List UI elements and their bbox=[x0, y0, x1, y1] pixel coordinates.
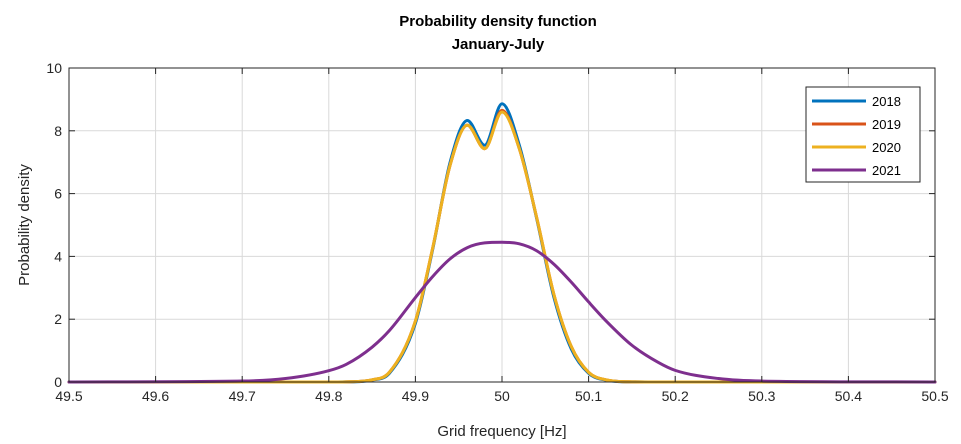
legend-box bbox=[805, 86, 921, 183]
x-tick-label: 50.2 bbox=[662, 388, 689, 404]
x-tick-label: 50 bbox=[494, 388, 510, 404]
y-tick-labels: 0 2 4 6 8 10 bbox=[46, 60, 62, 390]
y-axis-label: Probability density bbox=[16, 164, 33, 286]
axis-ticks bbox=[68, 67, 936, 383]
x-axis-label: Grid frequency [Hz] bbox=[437, 423, 566, 440]
x-tick-label: 50.1 bbox=[575, 388, 602, 404]
y-tick-label: 4 bbox=[54, 248, 62, 264]
x-tick-label: 49.7 bbox=[229, 388, 256, 404]
x-tick-label: 49.5 bbox=[55, 388, 82, 404]
legend: 2018 2019 2020 2021 bbox=[805, 86, 921, 183]
series-line-2021 bbox=[67, 240, 937, 384]
y-tick-label: 6 bbox=[54, 186, 62, 202]
legend-label: 2019 bbox=[872, 117, 901, 132]
y-tick-label: 2 bbox=[54, 311, 62, 327]
x-tick-label: 49.9 bbox=[402, 388, 429, 404]
x-tick-label: 50.3 bbox=[748, 388, 775, 404]
x-tick-label: 50.5 bbox=[921, 388, 948, 404]
y-tick-label: 0 bbox=[54, 374, 62, 390]
y-tick-label: 10 bbox=[46, 60, 62, 76]
chart-subtitle: January-July bbox=[452, 36, 545, 53]
x-tick-label: 50.4 bbox=[835, 388, 862, 404]
legend-label: 2021 bbox=[872, 163, 901, 178]
y-tick-label: 8 bbox=[54, 123, 62, 139]
chart-title: Probability density function bbox=[399, 13, 597, 30]
x-tick-labels: 49.5 49.6 49.7 49.8 49.9 50 50.1 50.2 50.3 50.4 50… bbox=[55, 388, 948, 404]
x-tick-label: 49.6 bbox=[142, 388, 169, 404]
x-tick-label: 49.8 bbox=[315, 388, 342, 404]
legend-label: 2018 bbox=[872, 94, 901, 109]
legend-label: 2020 bbox=[872, 140, 901, 155]
